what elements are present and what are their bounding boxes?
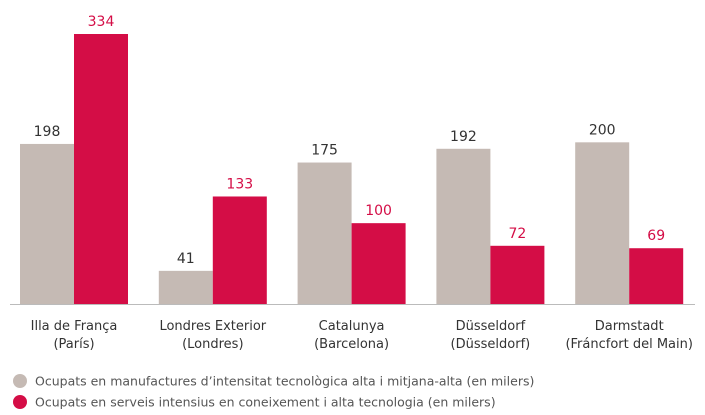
value-label: 192: [450, 129, 477, 145]
bar: [212, 196, 267, 304]
x-tick-label-line: Londres Exterior: [159, 319, 266, 334]
value-label: 100: [365, 203, 392, 219]
legend-marker: [13, 374, 27, 388]
x-tick-label-line: (París): [53, 337, 94, 352]
x-tick-label-line: Illa de França: [31, 319, 118, 334]
bar: [297, 162, 352, 304]
x-tick-label: Darmstadt (Fráncfort del Main): [565, 319, 693, 352]
value-label: 334: [88, 14, 115, 30]
bar: [436, 148, 491, 304]
legend-label: Ocupats en serveis intensius en coneixem…: [35, 395, 496, 410]
value-label: 41: [177, 251, 195, 267]
bar: [158, 270, 213, 304]
legend-marker: [13, 395, 27, 409]
bar: [351, 223, 406, 304]
value-label: 175: [311, 143, 338, 159]
bar: [490, 245, 545, 304]
legend-label: Ocupats en manufactures d’intensitat tec…: [35, 374, 534, 389]
bar: [575, 142, 630, 304]
bar: [20, 143, 74, 304]
x-tick-label-line: (Londres): [182, 337, 243, 352]
x-tick-label: Londres Exterior (Londres): [159, 319, 266, 352]
x-tick-label: Illa de França (París): [31, 319, 118, 352]
x-tick-label: Catalunya (Barcelona): [314, 319, 389, 352]
x-tick-label-line: (Düsseldorf): [451, 337, 531, 352]
x-tick-label-line: Darmstadt: [595, 319, 664, 334]
x-tick-label: Düsseldorf (Düsseldorf): [451, 319, 531, 352]
value-label: 133: [226, 176, 253, 192]
x-tick-label-line: Düsseldorf: [456, 319, 526, 334]
x-tick-label-line: (Fráncfort del Main): [565, 337, 693, 352]
x-tick-label-line: Catalunya: [319, 319, 385, 334]
value-label: 72: [508, 226, 526, 242]
bar: [629, 248, 684, 304]
bar: [74, 34, 128, 304]
value-label: 198: [34, 124, 61, 140]
value-label: 69: [647, 228, 665, 244]
x-tick-label-line: (Barcelona): [314, 337, 389, 352]
value-label: 200: [589, 122, 616, 138]
